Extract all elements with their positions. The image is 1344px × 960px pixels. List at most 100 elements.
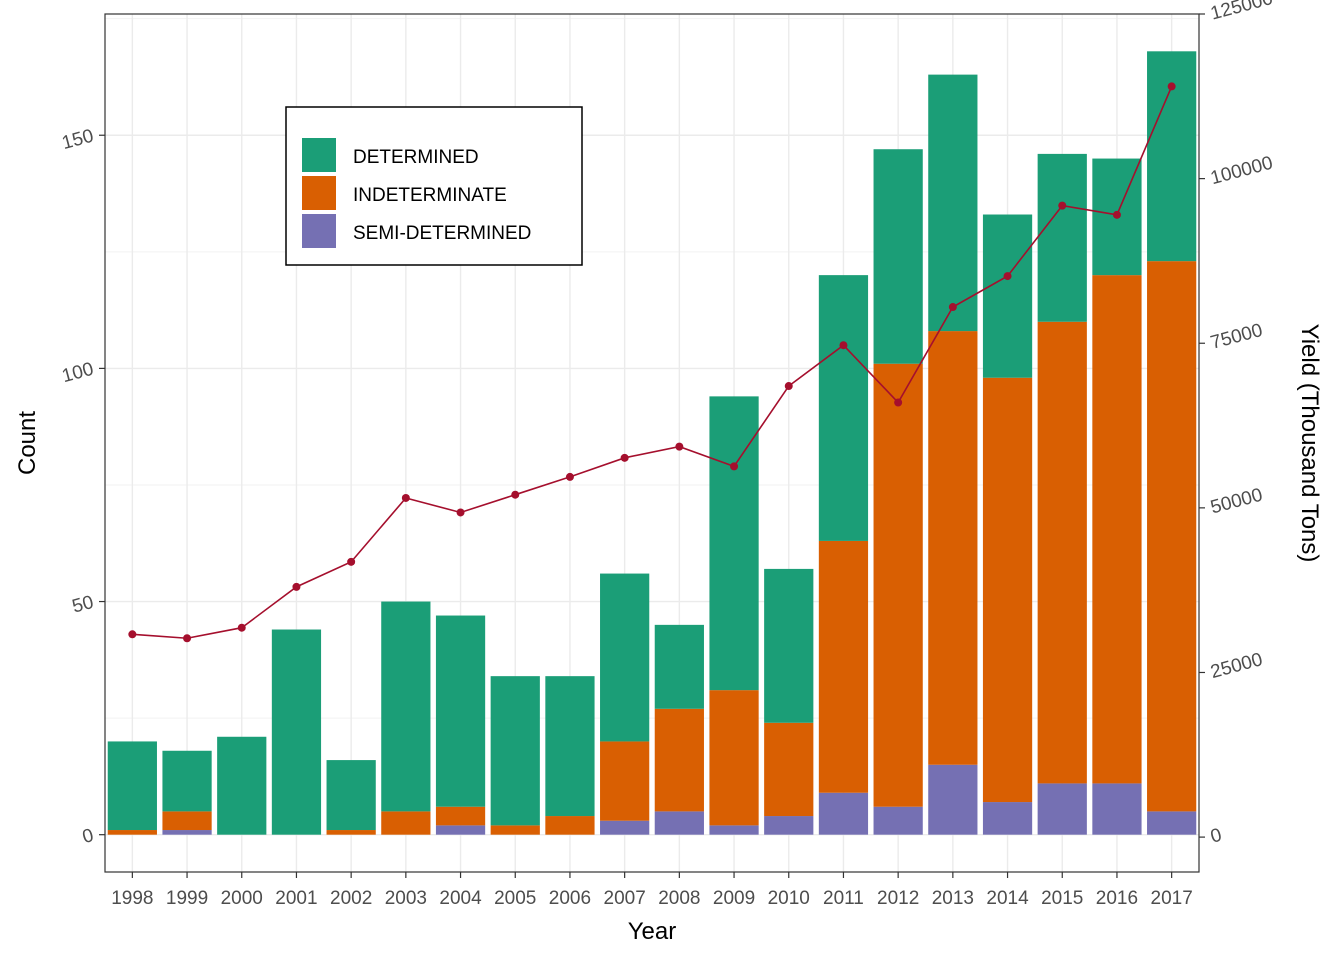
bar-semi-determined-2016 (1092, 783, 1142, 835)
y2-tick-label: 100000 (1208, 153, 1275, 190)
bar-indeterminate-2010 (764, 722, 814, 817)
bar-semi-determined-2009 (709, 825, 759, 835)
yield-point-2006 (565, 472, 574, 481)
legend: DETERMINED INDETERMINATE SEMI-DETERMINED (285, 106, 583, 266)
yield-point-2004 (456, 508, 465, 517)
yield-line (128, 82, 1176, 643)
yield-point-2014 (1003, 272, 1012, 281)
x-axis: 1998 1999 2000 2001 2002 2003 2004 2005 2006 2007… (111, 872, 1193, 909)
legend-label-determined: DETERMINED (353, 147, 479, 168)
yield-point-2005 (511, 490, 520, 499)
bar-determined-2007 (600, 573, 650, 742)
y-left-axis: 0 50 100 150 (60, 126, 105, 848)
bar-determined-2001 (271, 629, 322, 835)
bar-determined-2002 (326, 760, 376, 831)
yield-point-2003 (401, 493, 410, 502)
bar-determined-2012 (873, 149, 923, 364)
bar-indeterminate-2017 (1147, 261, 1197, 812)
bar-semi-determined-2007 (600, 820, 650, 835)
yield-point-2017 (1167, 82, 1176, 91)
y-axis-title: Count (14, 411, 41, 475)
x-tick-label: 2017 (1151, 888, 1193, 909)
bar-indeterminate-2009 (709, 690, 759, 826)
bar-determined-2008 (654, 624, 704, 709)
bar-semi-determined-2011 (818, 792, 869, 835)
yield-point-1998 (128, 630, 137, 639)
y-tick-label: 100 (60, 359, 96, 387)
bar-semi-determined-2008 (654, 811, 704, 835)
y2-tick-label: 50000 (1208, 485, 1264, 519)
yield-point-2008 (675, 442, 684, 451)
legend-key-semi-determined (302, 214, 336, 248)
y2-tick-label: 75000 (1208, 320, 1264, 354)
bar-semi-determined-2015 (1037, 783, 1087, 835)
y2-tick-label: 25000 (1208, 649, 1264, 683)
x-tick-label: 2000 (221, 888, 263, 909)
yield-point-2009 (730, 462, 739, 471)
x-tick-label: 2007 (604, 888, 646, 909)
bar-determined-2015 (1037, 153, 1087, 322)
bar-determined-2014 (982, 214, 1033, 378)
x-tick-label: 2015 (1041, 888, 1083, 909)
yield-point-2001 (292, 582, 301, 591)
yield-point-2011 (839, 341, 848, 350)
bar-indeterminate-2002 (326, 830, 376, 835)
bar-indeterminate-2008 (654, 708, 704, 812)
bar-indeterminate-2005 (490, 825, 540, 835)
bar-indeterminate-2012 (873, 363, 923, 807)
bars (107, 51, 1197, 835)
bar-determined-2003 (381, 601, 431, 812)
legend-key-indeterminate (302, 176, 336, 210)
yield-point-2007 (620, 453, 629, 462)
x-tick-label: 2003 (385, 888, 427, 909)
x-tick-label: 2004 (439, 888, 482, 909)
bar-indeterminate-2004 (435, 806, 486, 826)
y2-tick-label: 125000 (1208, 0, 1275, 25)
bar-indeterminate-2003 (381, 811, 431, 835)
bar-semi-determined-2014 (982, 802, 1033, 835)
x-tick-label: 2009 (713, 888, 755, 909)
bar-indeterminate-2016 (1092, 275, 1142, 784)
yield-point-2012 (894, 398, 903, 407)
plot-background (105, 14, 1199, 872)
bar-determined-2006 (545, 676, 595, 817)
x-tick-label: 2011 (823, 888, 864, 909)
x-tick-label: 1998 (111, 888, 153, 909)
legend-label-semi-determined: SEMI-DETERMINED (353, 223, 531, 244)
bar-indeterminate-1999 (162, 811, 212, 831)
x-tick-label: 2008 (658, 888, 700, 909)
y-right-axis: 0 25000 50000 75000 100000 125000 (1199, 0, 1275, 848)
bar-determined-2004 (435, 615, 486, 807)
y-tick-label: 150 (60, 126, 96, 154)
yield-line-path (132, 86, 1173, 640)
x-axis-title: Year (628, 918, 677, 945)
bar-semi-determined-2013 (928, 764, 978, 835)
x-tick-label: 2006 (549, 888, 591, 909)
x-tick-label: 2001 (275, 888, 317, 909)
bar-indeterminate-2011 (818, 540, 869, 793)
y2-tick-label: 0 (1208, 825, 1224, 848)
yield-point-2010 (784, 382, 793, 391)
bar-semi-determined-1999 (162, 830, 212, 835)
x-tick-label: 2012 (877, 888, 919, 909)
bar-determined-2010 (764, 568, 814, 723)
x-tick-label: 1999 (166, 888, 208, 909)
yield-point-2016 (1112, 210, 1121, 219)
yield-point-2000 (237, 623, 246, 632)
bar-indeterminate-1998 (107, 830, 157, 835)
bar-indeterminate-2013 (928, 331, 978, 765)
x-tick-label: 2014 (986, 888, 1029, 909)
plot-border (104, 13, 1200, 873)
yield-point-1999 (183, 634, 192, 643)
bar-semi-determined-2012 (873, 806, 923, 835)
x-tick-label: 2002 (330, 888, 372, 909)
bar-semi-determined-2017 (1147, 811, 1197, 835)
y2-axis-title: Yield (Thousand Tons) (1296, 324, 1323, 563)
yield-point-2002 (347, 557, 356, 566)
x-tick-label: 2005 (494, 888, 536, 909)
y-tick-label: 0 (80, 825, 96, 848)
bar-semi-determined-2010 (764, 816, 814, 835)
bar-determined-1999 (162, 750, 212, 812)
bar-indeterminate-2006 (545, 816, 595, 835)
bar-indeterminate-2007 (600, 741, 650, 821)
